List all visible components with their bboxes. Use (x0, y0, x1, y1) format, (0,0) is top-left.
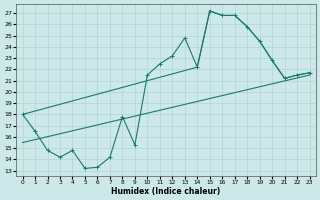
X-axis label: Humidex (Indice chaleur): Humidex (Indice chaleur) (111, 187, 221, 196)
